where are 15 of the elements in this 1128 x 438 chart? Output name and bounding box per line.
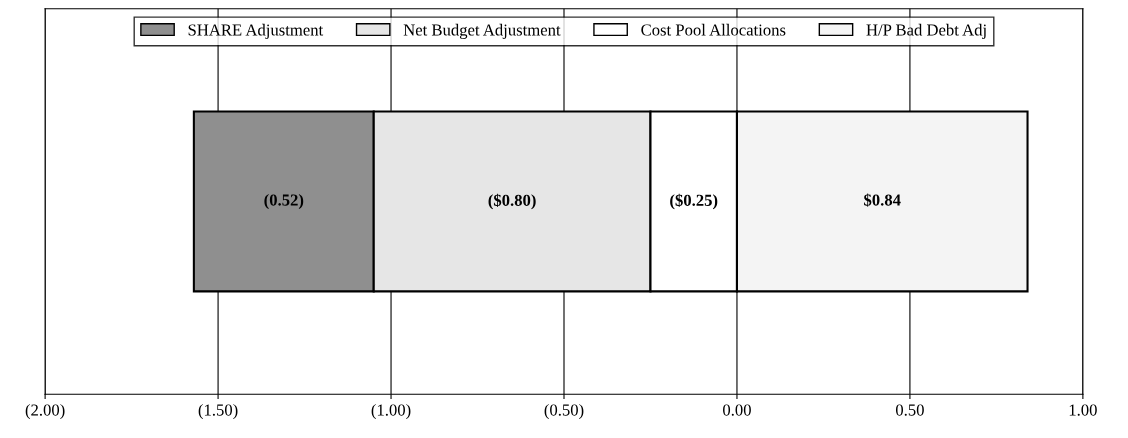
x-tick-label: (1.00) xyxy=(371,403,411,420)
legend-label: Net Budget Adjustment xyxy=(403,23,561,40)
legend-label: H/P Bad Debt Adj xyxy=(866,23,986,39)
data-label: ($0.80) xyxy=(488,193,536,210)
x-tick-label: (2.00) xyxy=(25,403,65,420)
data-label: $0.84 xyxy=(864,193,901,207)
x-tick-label: 0.50 xyxy=(895,404,924,416)
x-tick-label: 1.00 xyxy=(1069,404,1097,416)
x-tick-label: (0.50) xyxy=(544,403,584,420)
x-tick-label: 0.00 xyxy=(723,404,751,416)
data-label: ($0.25) xyxy=(670,193,718,210)
legend-label: SHARE Adjustment xyxy=(188,23,324,39)
legend-label: Cost Pool Allocations xyxy=(641,23,786,36)
x-tick-label: (1.50) xyxy=(198,403,238,420)
data-label: (0.52) xyxy=(264,193,304,210)
